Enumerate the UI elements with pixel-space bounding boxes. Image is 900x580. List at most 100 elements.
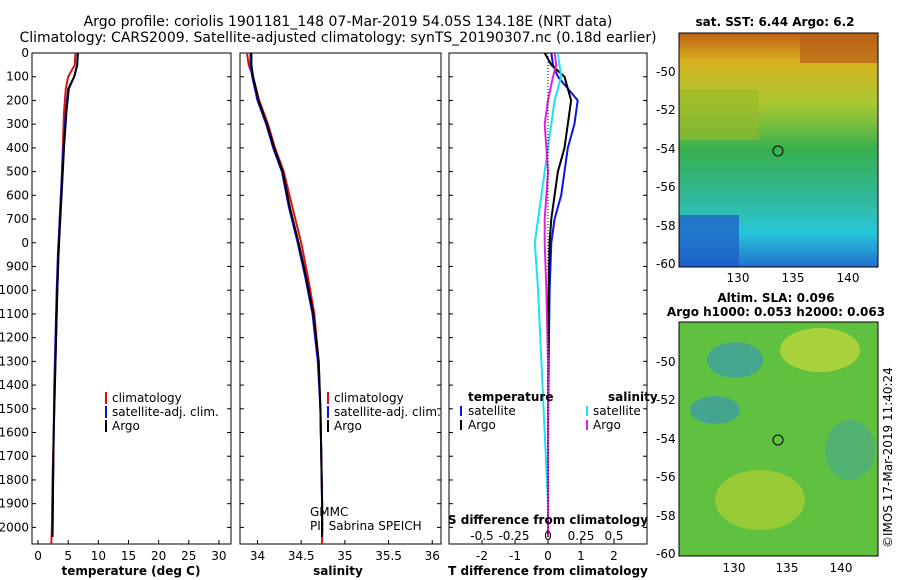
legend-s-satellite: satellite <box>593 404 641 418</box>
x-tick-label: 10 <box>91 549 106 563</box>
y-tick-label: 1900 <box>0 497 29 511</box>
difference-xlabel: T difference from climatology <box>448 564 648 578</box>
s-tick: 0.5 <box>604 529 623 543</box>
legend-t-satellite: satellite <box>468 404 516 418</box>
y-tick-label: 1700 <box>0 449 29 463</box>
series-climatology <box>50 52 77 545</box>
legend-argo: Argo <box>334 419 362 433</box>
sla-map-subtitle: Argo h1000: 0.053 h2000: 0.063 <box>667 305 885 319</box>
lat-tick: -56 <box>656 470 676 484</box>
legend-satellite: satellite-adj. clim. <box>112 405 219 419</box>
x-tick-label: 0 <box>34 549 42 563</box>
imos-stamp: ©IMOS 17-Mar-2019 11:40:24 <box>881 367 895 548</box>
difference-plot: -2 -1 0 1 2 <box>449 52 647 563</box>
salinity-plot: 34 34.5 35 35.5 36 <box>240 52 441 563</box>
salinity-axes <box>239 52 442 545</box>
argo-location-marker <box>772 434 784 446</box>
sla-patch <box>715 470 805 530</box>
y-tick-label: 1300 <box>0 354 29 368</box>
series-salinity-argo <box>543 52 558 537</box>
legend-temperature-title: temperature <box>468 390 553 404</box>
s-tick: -0.25 <box>498 529 529 543</box>
lat-tick: -58 <box>656 219 676 233</box>
y-tick-label: 100 <box>6 70 29 84</box>
lon-tick: 140 <box>830 561 853 575</box>
x-tick-label: 1 <box>577 549 585 563</box>
y-tick-label: 900 <box>6 259 29 273</box>
s-tick: -0.5 <box>470 529 493 543</box>
sla-patch <box>690 396 740 424</box>
temperature-xlabel: temperature (deg C) <box>62 564 201 578</box>
lat-tick: -54 <box>656 432 676 446</box>
salinity-panel: 34 34.5 35 35.5 36 salinity GMMC PI: Sabrina… <box>239 52 442 578</box>
legend-s-argo: Argo <box>593 418 621 432</box>
series-temperature-satellite <box>547 52 579 537</box>
sla-map: Altim. SLA: 0.096 Argo h1000: 0.053 h200… <box>656 291 885 575</box>
x-tick-label: 34.5 <box>288 549 315 563</box>
sla-map-axes <box>678 321 879 557</box>
sst-map-title: sat. SST: 6.44 Argo: 6.2 <box>695 15 854 29</box>
y-tick-label: 2000 <box>0 520 29 534</box>
x-tick-label: 25 <box>181 549 196 563</box>
x-tick-label: -2 <box>476 549 488 563</box>
sla-patch <box>707 342 763 378</box>
temperature-axes <box>31 52 232 545</box>
y-tick-label: 1200 <box>0 331 29 345</box>
legend-argo: Argo <box>112 419 140 433</box>
lat-tick: -60 <box>656 257 676 271</box>
title-line1: Argo profile: coriolis 1901181_148 07-Ma… <box>84 14 613 30</box>
y-tick-label: 700 <box>6 212 29 226</box>
y-tick-label: 1600 <box>0 426 29 440</box>
y-tick-label: 200 <box>6 93 29 107</box>
salinity-legend: climatology satellite-adj. clim. Argo <box>327 391 441 433</box>
lon-tick: 140 <box>837 271 860 285</box>
s-tick: 0 <box>544 529 552 543</box>
sst-warm-patch <box>800 33 878 63</box>
legend-t-argo: Argo <box>468 418 496 432</box>
lon-tick: 135 <box>776 561 799 575</box>
lat-tick: -60 <box>656 547 676 561</box>
series-argo <box>250 53 324 537</box>
x-tick-label: 5 <box>64 549 72 563</box>
x-tick-label: 35.5 <box>375 549 402 563</box>
temperature-plot: 0100200300400500600700090010001100120013… <box>0 46 231 563</box>
sst-map: sat. SST: 6.44 Argo: 6.2 -50 -52 -54 -56… <box>656 15 879 285</box>
sst-patch <box>679 90 759 140</box>
y-tick-label: 600 <box>6 188 29 202</box>
sst-cold-patch <box>679 215 739 267</box>
argo-location-marker <box>772 145 784 157</box>
x-tick-label: 35 <box>337 549 352 563</box>
lat-tick: -54 <box>656 142 676 156</box>
temperature-legend: climatology satellite-adj. clim. Argo <box>105 391 219 433</box>
sla-map-ticks: -50 -52 -54 -56 -58 -60 130 135 140 <box>656 355 852 575</box>
salinity-xlabel: salinity <box>313 564 363 578</box>
credit-pi: PI: Sabrina SPEICH <box>310 519 422 533</box>
x-tick-label: 2 <box>610 549 618 563</box>
x-tick-label: 15 <box>121 549 136 563</box>
x-tick-label: 34 <box>250 549 265 563</box>
sst-map-ticks: -50 -52 -54 -56 -58 -60 130 135 140 <box>656 65 859 285</box>
s-difference-label: S difference from climatology <box>448 513 648 527</box>
lat-tick: -50 <box>656 65 676 79</box>
y-tick-label: 1500 <box>0 402 29 416</box>
x-tick-label: 0 <box>544 549 552 563</box>
sla-patch <box>825 420 875 480</box>
y-tick-label: 0 <box>21 236 29 250</box>
sla-map-title: Altim. SLA: 0.096 <box>717 291 834 305</box>
legend-salinity-title: salinity <box>608 390 658 404</box>
legend-satellite: satellite-adj. clim. <box>334 405 441 419</box>
y-tick-label: 300 <box>6 117 29 131</box>
x-tick-label: 20 <box>151 549 166 563</box>
series-argo <box>51 52 79 537</box>
temperature-panel: 0100200300400500600700090010001100120013… <box>0 46 232 578</box>
lat-tick: -52 <box>656 103 676 117</box>
s-tick: 0.25 <box>568 529 595 543</box>
title-line2: Climatology: CARS2009. Satellite-adjuste… <box>19 30 656 46</box>
lon-tick: 135 <box>782 271 805 285</box>
series-salinity-satellite <box>533 52 563 537</box>
y-tick-label: 1800 <box>0 473 29 487</box>
x-tick-label: 30 <box>211 549 226 563</box>
y-tick-label: 400 <box>6 141 29 155</box>
x-tick-label: -1 <box>509 549 521 563</box>
